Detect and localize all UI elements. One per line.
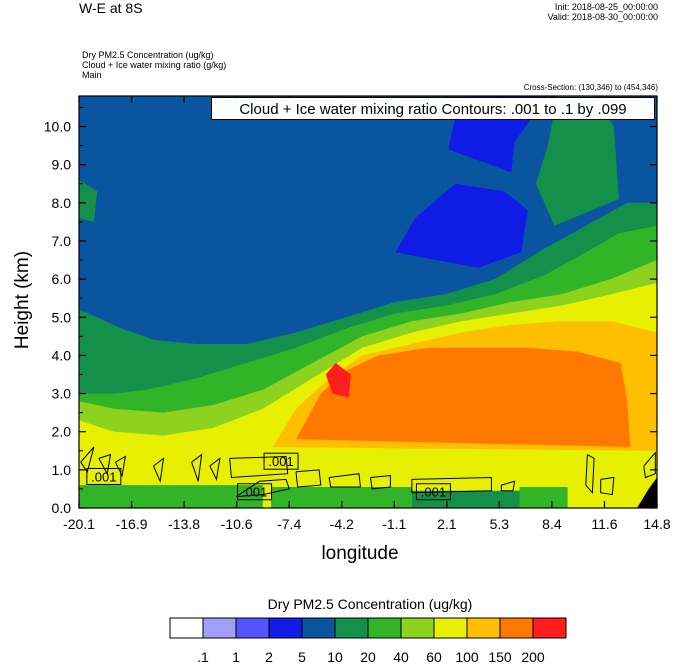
init-time: Init: 2018-08-25_00:00:00 (554, 2, 658, 12)
contour-label-3: .001 (421, 485, 446, 500)
contour-label-box-2 (237, 483, 273, 501)
colorbar-swatch-1 (202, 617, 237, 639)
field-label-cloud-ice: Cloud + Ice water mixing ratio (g/kg) (82, 60, 227, 70)
contour-line-10 (370, 475, 391, 490)
field-region-20-12 (79, 485, 263, 508)
colorbar-swatch-0 (169, 617, 204, 639)
y-tick-label-9: 9.0 (52, 157, 72, 173)
colorbar-swatch-5 (334, 617, 369, 639)
contour-label-0: .001 (91, 469, 116, 484)
y-tick-label-8: 8.0 (52, 195, 72, 211)
colorbar-swatch-2 (235, 617, 270, 639)
contour-line-4 (191, 453, 203, 482)
contour-line-8 (295, 469, 322, 488)
colorbar-label-0: .1 (197, 649, 209, 665)
field-labels: Dry PM2.5 Concentration (ug/kg) Cloud + … (82, 50, 226, 80)
contour-layer (80, 446, 656, 498)
colorbar-label-3: 5 (298, 649, 306, 665)
colorbar-label-6: 40 (393, 649, 409, 665)
colorbar-label-7: 60 (426, 649, 442, 665)
field-label-main: Main (82, 70, 102, 80)
y-tick-label-10: 10.0 (44, 119, 71, 135)
colorbar-label-1: 1 (232, 649, 240, 665)
colorbar: .1 1 2 5 10 20 40 60 100 150 200 (169, 617, 567, 665)
x-tick-label-9: 8.4 (542, 516, 562, 532)
colorbar-swatch-8 (433, 617, 468, 639)
contour-line-1 (98, 453, 112, 476)
colorbar-label-9: 150 (488, 649, 512, 665)
y-tick-label-7: 7.0 (52, 233, 72, 249)
x-tick-label-0: -20.1 (63, 516, 95, 532)
x-tick-label-5: -4.2 (330, 516, 354, 532)
field-region-10-3 (536, 96, 619, 226)
contour-line-15 (643, 451, 656, 479)
x-tick-label-4: -7.4 (277, 516, 301, 532)
colorbar-label-2: 2 (265, 649, 273, 665)
field-region-60-16 (79, 435, 214, 474)
colorbar-swatch-4 (301, 617, 336, 639)
contour-label-1: .001 (268, 454, 293, 469)
field-label-pm25: Dry PM2.5 Concentration (ug/kg) (82, 50, 214, 60)
cross-section-label: Cross-Section: (130,346) to (454,346) (523, 83, 658, 92)
contour-line-13 (585, 454, 595, 494)
terrain-mask (637, 477, 657, 508)
colorbar-swatch-3 (268, 617, 303, 639)
colorbar-swatch-11 (532, 617, 567, 639)
field-region-10-2 (79, 179, 98, 222)
field-region-2-5 (395, 183, 528, 268)
contour-line-6 (229, 455, 289, 479)
field-region-200-11 (325, 363, 351, 398)
contour-info-box: Cloud + Ice water mixing ratio Contours:… (211, 97, 655, 120)
x-tick-label-7: 2.1 (437, 516, 457, 532)
x-tick-label-1: -16.9 (116, 516, 148, 532)
y-tick-label-3: 3.0 (52, 386, 72, 402)
x-tick-label-6: -1.1 (382, 516, 406, 532)
run-info: Init: 2018-08-25_00:00:00 Valid: 2018-08… (548, 2, 658, 22)
y-tick-label-2: 2.0 (52, 424, 72, 440)
chart-title: W-E at 8S (79, 0, 143, 16)
contour-label-box-3 (415, 483, 451, 501)
y-tick-label-5: 5.0 (52, 309, 72, 325)
plot-frame (78, 95, 658, 509)
contour-label-box-0 (86, 467, 122, 485)
contour-label-2: .001 (242, 485, 267, 500)
x-tick-label-11: 14.8 (643, 516, 670, 532)
x-tick-label-2: -13.8 (168, 516, 200, 532)
colorbar-label-5: 20 (360, 649, 376, 665)
colorbar-label-8: 100 (455, 649, 479, 665)
x-tick-label-3: -10.6 (221, 516, 253, 532)
y-tick-label-1: 1.0 (52, 462, 72, 478)
contour-line-3 (153, 457, 165, 484)
colorbar-label-4: 10 (327, 649, 343, 665)
colorbar-swatch-6 (367, 617, 402, 639)
valid-time: Valid: 2018-08-30_00:00:00 (547, 12, 658, 22)
contour-label-box-1 (263, 452, 299, 470)
x-axis-label: longitude (321, 543, 399, 564)
contour-line-11 (411, 476, 492, 494)
contour-line-5 (209, 457, 221, 482)
contour-line-14 (600, 476, 615, 496)
x-tick-label-8: 5.3 (490, 516, 510, 532)
colorbar-swatch-10 (499, 617, 534, 639)
colorbar-swatch-9 (466, 617, 501, 639)
field-region-150-10 (296, 347, 631, 447)
contour-line-9 (328, 473, 362, 488)
field-region-20-13 (271, 487, 412, 508)
field-region-10-14 (411, 490, 520, 508)
y-tick-label-6: 6.0 (52, 271, 72, 287)
y-axis-label: Height (km) (12, 250, 33, 350)
colorbar-title: Dry PM2.5 Concentration (ug/kg) (267, 596, 473, 612)
axes-layer: -20.1 -16.9 -13.8 -10.6 -7.4 -4.2 -1.1 2.1 5.3 8.… (44, 96, 671, 532)
contour-line-12 (500, 480, 516, 492)
y-tick-label-0: 0.0 (52, 500, 72, 516)
y-tick-label-4: 4.0 (52, 347, 72, 363)
x-tick-label-10: 11.6 (591, 516, 617, 532)
colorbar-swatch-7 (400, 617, 435, 639)
contour-label-layer: .001 .001 .001 .001 (86, 452, 451, 501)
field-region-20-15 (519, 487, 568, 508)
contour-line-0 (80, 446, 95, 473)
field-fill-layer (79, 96, 657, 508)
colorbar-label-10: 200 (521, 649, 545, 665)
